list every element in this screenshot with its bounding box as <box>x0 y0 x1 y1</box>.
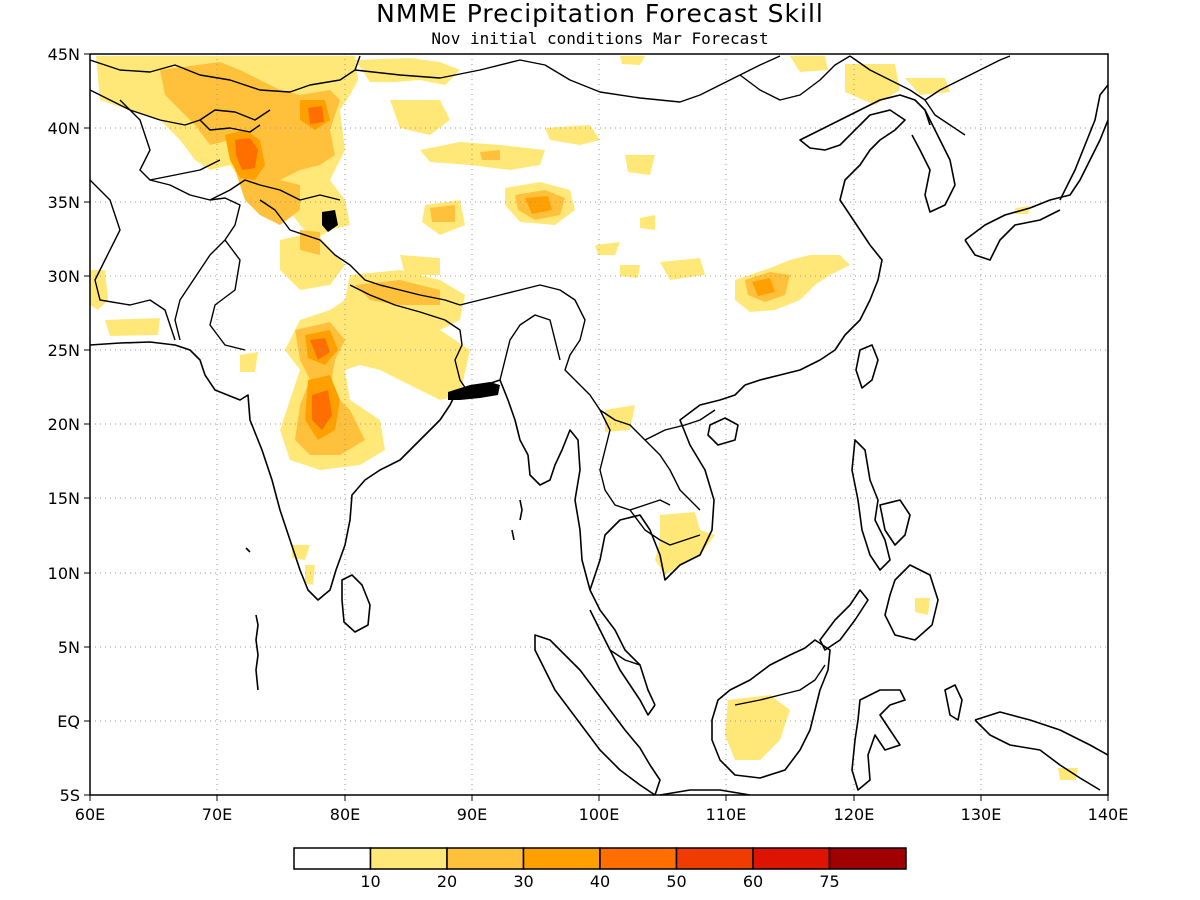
y-tick-label: 40N <box>48 119 80 138</box>
colorbar-swatch <box>522 847 601 870</box>
map-title: NMME Precipitation Forecast Skill <box>376 0 824 28</box>
skill-shading-30-40 <box>225 100 775 440</box>
y-axis-labels: 45N 40N 35N 30N 25N 20N 15N 10N 5N EQ 5S <box>48 45 80 805</box>
country-borders <box>90 55 1011 706</box>
colorbar-tick-label: 30 <box>513 872 533 891</box>
x-tick-label: 60E <box>75 805 105 824</box>
colorbar-tick-label: 20 <box>437 872 457 891</box>
map-plot-area <box>90 54 1108 795</box>
map-gridlines <box>90 54 1108 795</box>
bangladesh-delta-fill <box>322 210 500 400</box>
colorbar-tick-label: 10 <box>360 872 380 891</box>
x-tick-label: 130E <box>961 805 1002 824</box>
x-axis-labels: 60E 70E 80E 90E 100E 110E 120E 130E 140E <box>75 805 1129 824</box>
colorbar-swatch <box>675 847 754 870</box>
y-tick-label: 25N <box>48 341 80 360</box>
colorbar-tick-label: 60 <box>743 872 763 891</box>
y-tick-label: 35N <box>48 193 80 212</box>
skill-shading-40-50 <box>235 106 332 430</box>
colorbar-tick-label: 40 <box>590 872 610 891</box>
y-tick-label: 5S <box>60 786 80 805</box>
colorbar-swatch <box>828 847 907 870</box>
axis-ticks <box>84 53 1109 801</box>
coastlines <box>90 84 1108 795</box>
x-tick-label: 70E <box>202 805 232 824</box>
x-tick-label: 100E <box>579 805 620 824</box>
x-tick-label: 140E <box>1088 805 1129 824</box>
x-tick-label: 90E <box>457 805 487 824</box>
colorbar-swatch <box>293 847 372 870</box>
x-tick-label: 120E <box>834 805 875 824</box>
colorbar-swatch <box>752 847 831 870</box>
colorbar-swatch <box>599 847 678 870</box>
y-tick-label: 15N <box>48 489 80 508</box>
y-tick-label: 45N <box>48 45 80 64</box>
colorbar-swatch <box>446 847 525 870</box>
y-tick-label: 10N <box>48 564 80 583</box>
colorbar: 10 20 30 40 50 60 75 <box>293 847 907 891</box>
y-tick-label: 30N <box>48 267 80 286</box>
y-tick-label: EQ <box>57 712 80 731</box>
y-tick-label: 5N <box>58 638 80 657</box>
colorbar-tick-label: 50 <box>666 872 686 891</box>
x-tick-label: 80E <box>330 805 360 824</box>
x-tick-label: 110E <box>706 805 747 824</box>
colorbar-swatch <box>369 847 448 870</box>
colorbar-tick-label: 75 <box>819 872 839 891</box>
map-subtitle: Nov initial conditions Mar Forecast <box>431 29 768 48</box>
y-tick-label: 20N <box>48 415 80 434</box>
